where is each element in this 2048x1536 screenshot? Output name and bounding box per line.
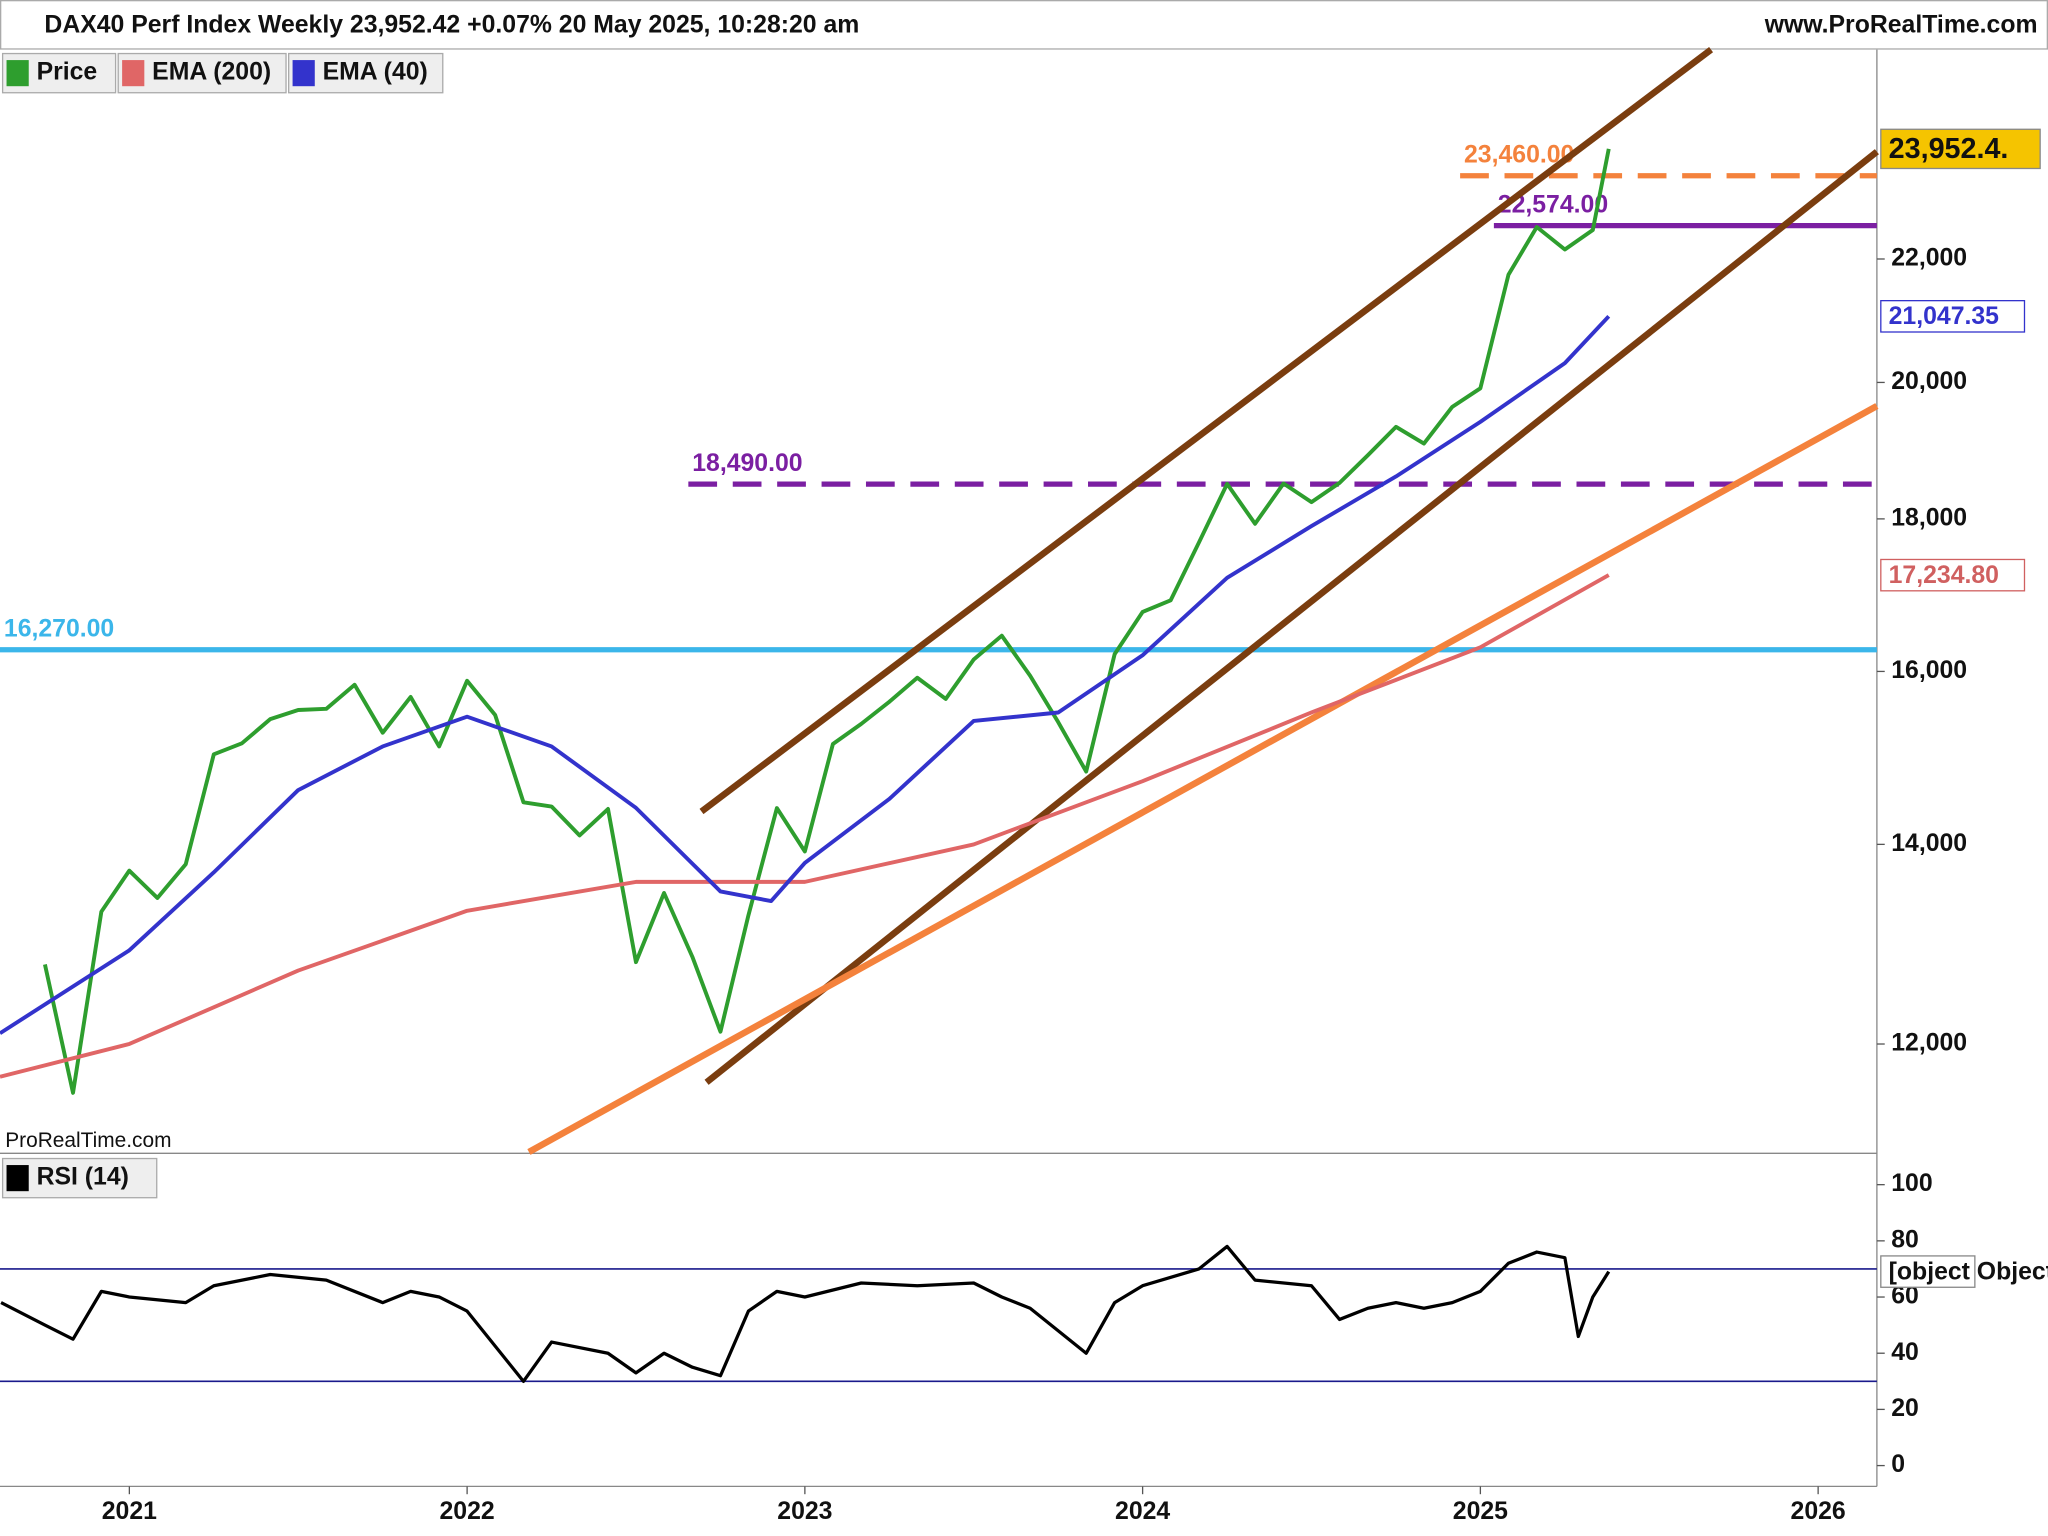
series-line	[43, 148, 1611, 1095]
y-tick-label: 16,000	[1891, 657, 1967, 684]
chart-title: DAX40 Perf Index Weekly 23,952.42 +0.07%…	[44, 12, 859, 39]
x-tick-label: 2025	[1453, 1498, 1508, 1525]
legend-swatch	[6, 1165, 29, 1192]
trend-line	[704, 149, 1879, 1085]
y-tick-label: 40	[1891, 1339, 1919, 1366]
series-line	[0, 315, 1611, 1035]
price-marker-box	[1880, 128, 2041, 170]
y-tick-label: 18,000	[1891, 504, 1967, 531]
price-marker-box	[1880, 300, 2026, 333]
legend-label: EMA (40)	[323, 59, 428, 86]
level-label: 18,490.00	[692, 450, 802, 477]
y-tick-label: 12,000	[1891, 1030, 1967, 1057]
price-marker-label: 23,952.4.	[1889, 133, 2009, 165]
y-tick-label: 14,000	[1891, 830, 1967, 857]
y-tick-label: 22,000	[1891, 245, 1967, 272]
price-marker-label: [object Object]	[1889, 1258, 2048, 1285]
level-label: 16,270.00	[4, 616, 114, 643]
y-tick-label: 0	[1891, 1451, 1905, 1478]
price-marker-label: 17,234.80	[1889, 562, 1999, 589]
price-marker-box	[1880, 1255, 1976, 1288]
legend-swatch	[292, 60, 315, 87]
y-tick-label: 80	[1891, 1226, 1919, 1253]
legend-box	[117, 52, 287, 94]
trend-line	[699, 47, 1714, 815]
x-tick-label: 2023	[777, 1498, 832, 1525]
price-marker-box	[1880, 558, 2026, 592]
x-tick-label: 2021	[102, 1498, 157, 1525]
y-tick-label: 20	[1891, 1395, 1919, 1422]
y-tick-label: 100	[1891, 1170, 1932, 1197]
x-tick-label: 2026	[1791, 1498, 1846, 1525]
series-line	[0, 1244, 1611, 1383]
x-tick-label: 2024	[1115, 1498, 1170, 1525]
legend-swatch	[6, 60, 29, 87]
legend-label: Price	[37, 59, 98, 86]
price-marker-label: 21,047.35	[1889, 303, 2000, 330]
x-tick-label: 2022	[440, 1498, 495, 1525]
series-line	[0, 573, 1610, 1079]
y-tick-label: 20,000	[1891, 368, 1967, 395]
legend-label: RSI (14)	[37, 1164, 129, 1191]
legend-label: EMA (200)	[152, 59, 271, 86]
watermark: ProRealTime.com	[5, 1129, 171, 1152]
title-bar	[0, 0, 2048, 50]
legend-swatch	[122, 60, 145, 87]
trend-line	[527, 403, 1879, 1155]
site-name: www.ProRealTime.com	[1764, 12, 2038, 39]
